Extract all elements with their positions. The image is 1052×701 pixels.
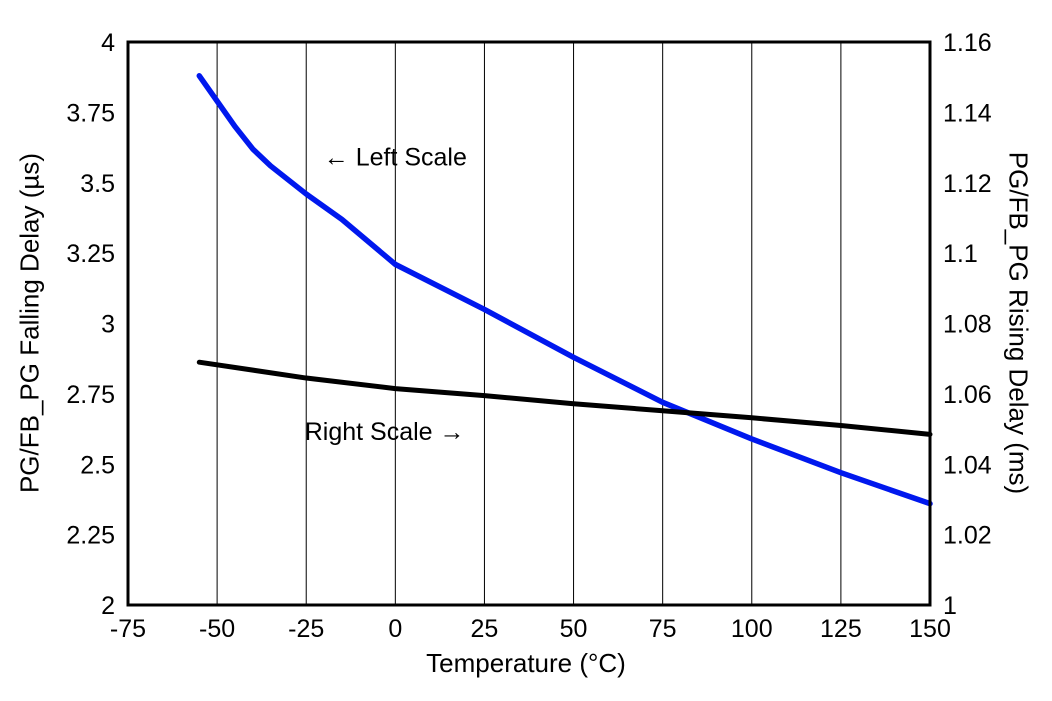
x-tick-label: 125 <box>820 615 862 643</box>
y-tick-label-left: 3 <box>101 311 115 339</box>
y-tick-label-right: 1.16 <box>943 29 992 57</box>
y-tick-label-right: 1.02 <box>943 522 992 550</box>
y-tick-label-left: 2.75 <box>66 381 115 409</box>
y-tick-label-right: 1.04 <box>943 451 992 479</box>
y-tick-label-right: 1.1 <box>943 240 978 268</box>
y-tick-label-left: 2.25 <box>66 522 115 550</box>
x-tick-label: 25 <box>471 615 499 643</box>
x-tick-label: 75 <box>649 615 677 643</box>
curve-annotation: ← Left Scale <box>324 143 467 171</box>
y-axis-title-right: PG/FB_PG Rising Delay (ms) <box>1003 151 1034 495</box>
curve-annotation: Right Scale → <box>305 418 465 446</box>
y-tick-label-left: 2 <box>101 592 115 620</box>
x-tick-label: 50 <box>560 615 588 643</box>
y-tick-label-left: 3.75 <box>66 99 115 127</box>
y-tick-label-left: 3.25 <box>66 240 115 268</box>
x-axis-title: Temperature (°C) <box>426 648 626 678</box>
plot-frame <box>126 40 932 607</box>
x-tick-label: -25 <box>288 615 324 643</box>
x-tick-label: 150 <box>909 615 951 643</box>
y-tick-label-right: 1.12 <box>943 170 992 198</box>
y-tick-label-right: 1.14 <box>943 99 992 127</box>
y-tick-label-left: 4 <box>101 29 115 57</box>
series-line-left <box>196 73 933 507</box>
x-tick-label: 0 <box>388 615 402 643</box>
y-tick-label-right: 1 <box>943 592 957 620</box>
series-line-right <box>196 359 933 437</box>
y-tick-label-left: 3.5 <box>80 170 115 198</box>
x-tick-label: -75 <box>110 615 146 643</box>
x-tick-label: -50 <box>199 615 235 643</box>
y-axis-title-left: PG/FB_PG Falling Delay (µs) <box>14 152 45 494</box>
y-tick-label-left: 2.5 <box>80 451 115 479</box>
y-tick-label-right: 1.06 <box>943 381 992 409</box>
x-tick-label: 100 <box>731 615 773 643</box>
y-tick-label-right: 1.08 <box>943 311 992 339</box>
